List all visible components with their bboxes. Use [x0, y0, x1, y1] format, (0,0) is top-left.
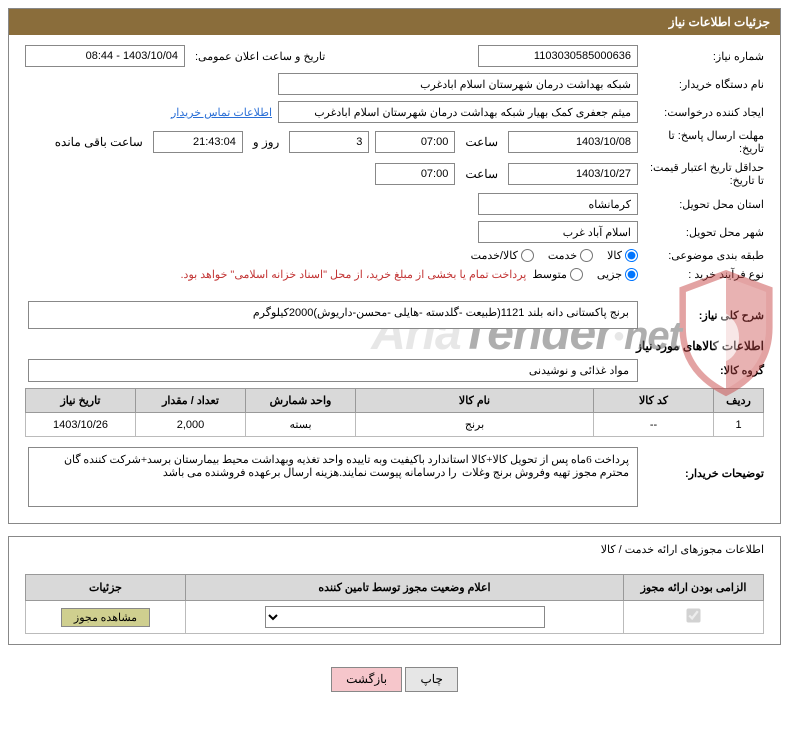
th-status: اعلام وضعیت مجوز توسط تامین کننده [186, 575, 624, 601]
license-section-title: اطلاعات مجوزهای ارائه خدمت / کالا [25, 543, 764, 556]
treasury-note: پرداخت تمام یا بخشی از مبلغ خرید، از محل… [181, 268, 527, 281]
th-name: نام کالا [356, 389, 594, 413]
items-table: ردیف کد کالا نام کالا واحد شمارش تعداد /… [25, 388, 764, 437]
th-mandatory: الزامی بودن ارائه مجوز [624, 575, 764, 601]
main-panel: جزئیات اطلاعات نیاز شماره نیاز: 11030305… [8, 8, 781, 524]
cell-mandatory [624, 601, 764, 634]
cell-status [186, 601, 624, 634]
radio-goods[interactable]: کالا [607, 249, 638, 262]
deadline-date-value: 1403/10/08 [508, 131, 638, 153]
cell-row: 1 [714, 413, 764, 437]
th-row: ردیف [714, 389, 764, 413]
goods-info-title: اطلاعات کالاهای مورد نیاز [25, 339, 764, 353]
province-label: استان محل تحویل: [644, 198, 764, 211]
table-row: مشاهده مجوز [26, 601, 764, 634]
cell-need-date: 1403/10/26 [26, 413, 136, 437]
back-button[interactable]: بازگشت [331, 667, 402, 692]
time-label-2: ساعت [465, 167, 498, 181]
cell-code: -- [594, 413, 714, 437]
page-content: AriaTender●net جزئیات اطلاعات نیاز شماره… [8, 8, 781, 702]
print-button[interactable]: چاپ [405, 667, 457, 692]
th-details: جزئیات [26, 575, 186, 601]
time-label-1: ساعت [465, 135, 498, 149]
radio-medium[interactable]: متوسط [532, 268, 583, 281]
announce-dt-label: تاریخ و ساعت اعلان عمومی: [191, 50, 325, 63]
requester-label: ایجاد کننده درخواست: [644, 106, 764, 119]
time-left-label: ساعت باقی مانده [55, 135, 143, 149]
buyer-notes-label: توضیحات خریدار: [644, 447, 764, 480]
view-license-button[interactable]: مشاهده مجوز [61, 608, 150, 627]
announce-dt-value: 1403/10/04 - 08:44 [25, 45, 185, 67]
cell-name: برنج [356, 413, 594, 437]
subject-radio-group: کالا خدمت کالا/خدمت [471, 249, 638, 262]
days-remain-value: 3 [289, 131, 369, 153]
validity-time-value: 07:00 [375, 163, 455, 185]
th-unit: واحد شمارش [246, 389, 356, 413]
need-no-value: 1103030585000636 [478, 45, 638, 67]
panel-title: جزئیات اطلاعات نیاز [9, 9, 780, 35]
license-table: الزامی بودن ارائه مجوز اعلام وضعیت مجوز … [25, 574, 764, 634]
days-and-label: روز و [253, 135, 280, 149]
city-value: اسلام آباد غرب [478, 221, 638, 243]
cell-qty: 2,000 [136, 413, 246, 437]
th-need-date: تاریخ نیاز [26, 389, 136, 413]
general-desc-value: برنج پاکستانی دانه بلند 1121(طبیعت -گلدس… [28, 301, 638, 329]
subject-class-label: طبقه بندی موضوعی: [644, 249, 764, 262]
table-row: 1 -- برنج بسته 2,000 1403/10/26 [26, 413, 764, 437]
requester-value: میثم جعفری کمک بهیار شبکه بهداشت درمان ش… [278, 101, 638, 123]
radio-both[interactable]: کالا/خدمت [471, 249, 534, 262]
mandatory-checkbox [686, 608, 700, 622]
province-value: کرمانشاه [478, 193, 638, 215]
radio-service[interactable]: خدمت [548, 249, 593, 262]
validity-date-value: 1403/10/27 [508, 163, 638, 185]
radio-partial[interactable]: جزیی [597, 268, 638, 281]
th-code: کد کالا [594, 389, 714, 413]
validity-label: حداقل تاریخ اعتبار قیمت: تا تاریخ: [644, 161, 764, 187]
buyer-notes-value[interactable] [28, 447, 638, 507]
buyer-contact-link[interactable]: اطلاعات تماس خریدار [171, 106, 272, 119]
cell-details: مشاهده مجوز [26, 601, 186, 634]
countdown-value: 21:43:04 [153, 131, 243, 153]
purchase-type-label: نوع فرآیند خرید : [644, 268, 764, 281]
buyer-org-label: نام دستگاه خریدار: [644, 78, 764, 91]
goods-group-label: گروه کالا: [644, 364, 764, 377]
city-label: شهر محل تحویل: [644, 226, 764, 239]
status-select[interactable] [265, 606, 545, 628]
cell-unit: بسته [246, 413, 356, 437]
deadline-label: مهلت ارسال پاسخ: تا تاریخ: [644, 129, 764, 155]
buyer-org-value: شبکه بهداشت درمان شهرستان اسلام ابادغرب [278, 73, 638, 95]
need-no-label: شماره نیاز: [644, 50, 764, 63]
th-qty: تعداد / مقدار [136, 389, 246, 413]
panel-body: شماره نیاز: 1103030585000636 تاریخ و ساع… [9, 35, 780, 523]
button-row: چاپ بازگشت [8, 657, 781, 702]
license-panel: اطلاعات مجوزهای ارائه خدمت / کالا الزامی… [8, 536, 781, 645]
deadline-time-value: 07:00 [375, 131, 455, 153]
goods-group-value: مواد غذائی و نوشیدنی [28, 359, 638, 382]
general-desc-label: شرح کلی نیاز: [644, 309, 764, 322]
purchase-radio-group: جزیی متوسط [532, 268, 638, 281]
